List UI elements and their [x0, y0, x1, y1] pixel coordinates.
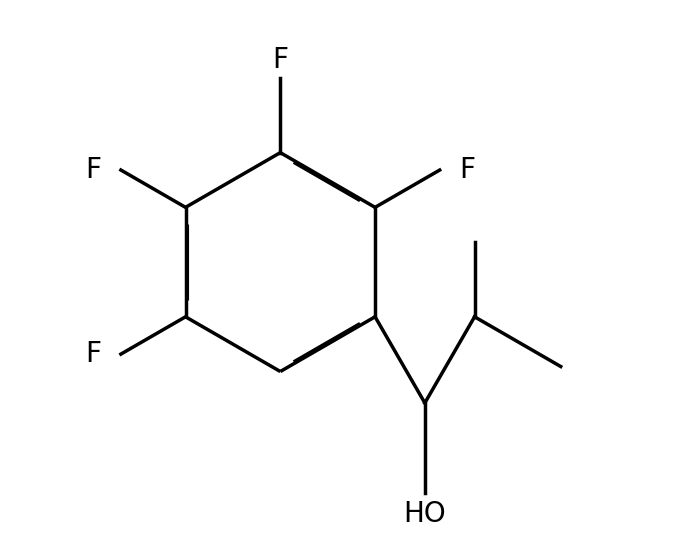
Text: F: F: [272, 46, 288, 74]
Text: F: F: [85, 156, 101, 184]
Text: F: F: [85, 340, 101, 368]
Text: F: F: [460, 156, 475, 184]
Text: HO: HO: [403, 501, 446, 528]
